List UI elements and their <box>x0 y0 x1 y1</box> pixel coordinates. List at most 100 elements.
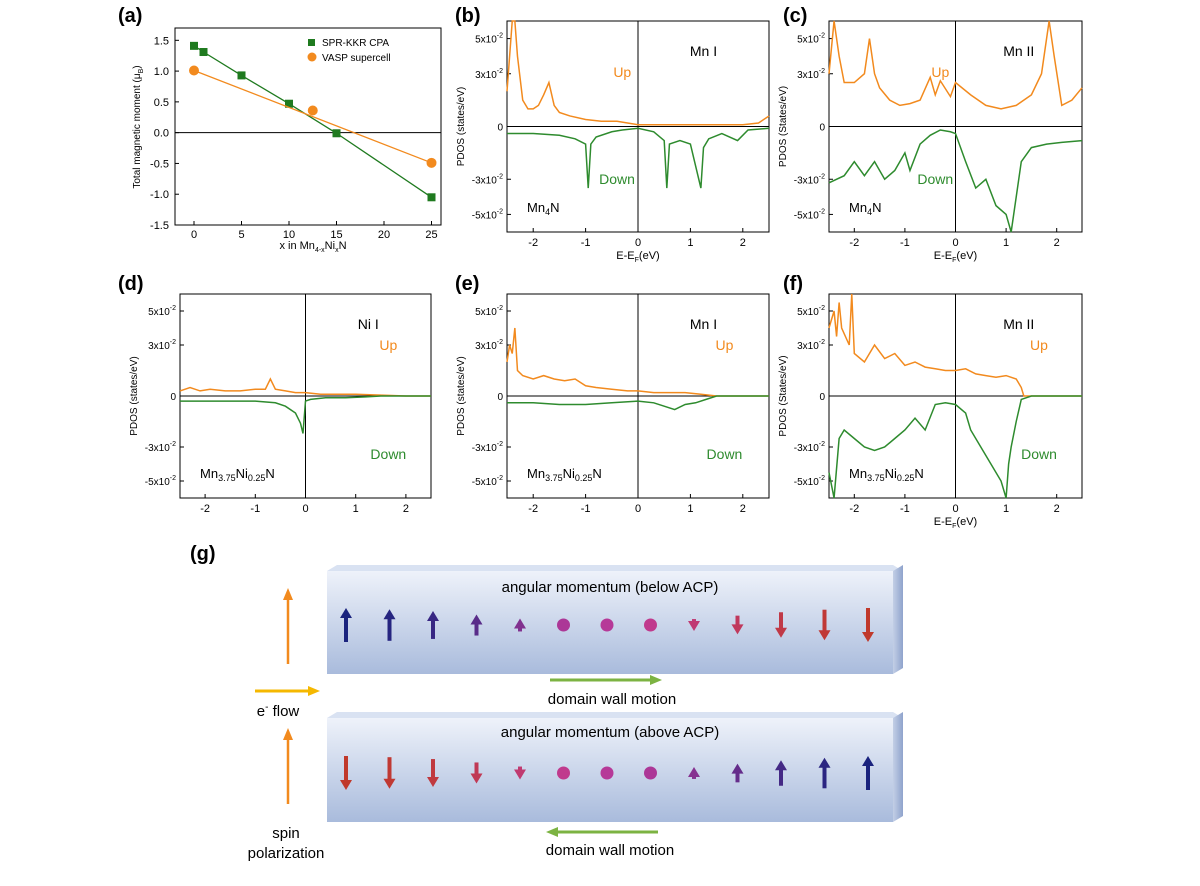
panel-b-xlabel: E-EF(eV) <box>616 250 659 264</box>
panel-f-ytick-label: 5x10-2 <box>797 305 825 318</box>
top-spin-arrow-head <box>340 608 352 618</box>
spin-pol-label-line2: polarization <box>248 845 325 862</box>
top-spin-arrow-head <box>775 627 787 638</box>
panel-a-chart: 0 5 10 15 20 25 -1.5 -1.0 -0.5 0.0 0.5 1.0 1.5 Total… <box>132 27 442 254</box>
panel-c-compound-label: Mn4N <box>849 200 881 217</box>
panel-a-xtick-label: 20 <box>378 229 390 241</box>
top-spin-arrow-head <box>514 618 526 629</box>
panel-d-up-curve <box>179 377 431 397</box>
legend-label-vasp: VASP supercell <box>322 53 391 64</box>
spin-pol-label-line1: spin <box>272 825 300 842</box>
panel-a-frame <box>174 27 442 226</box>
panel-c-site-label: Mn II <box>1003 43 1034 59</box>
panel-d-xtick-label: 0 <box>302 503 308 515</box>
panel-d-ytick-label: -3x10-2 <box>145 441 176 454</box>
panel-c-up-label: Up <box>931 64 949 80</box>
panel-b-ytick-label: -3x10-2 <box>472 173 503 186</box>
panel-f-compound-label: Mn3.75Ni0.25N <box>849 466 924 483</box>
panel-a-ticks: 0 5 10 15 20 25 -1.5 -1.0 -0.5 0.0 0.5 1.0 1.5 <box>150 35 441 241</box>
panel-a-ytick-label: -0.5 <box>150 158 169 170</box>
panel-a-point-vasp <box>426 157 437 168</box>
panel-f-xlabel: E-EF(eV) <box>934 516 977 530</box>
panel-e-down-curve <box>507 395 769 411</box>
panel-a-xtick-label: 25 <box>425 229 437 241</box>
bottom-spin-arrow-head <box>862 756 874 766</box>
panel-a-xtick-label: 5 <box>238 229 244 241</box>
top-spin-arrow-head <box>731 624 744 635</box>
panel-b-ytick-label: 0 <box>497 123 503 134</box>
slab-top-title: angular momentum (below ACP) <box>502 579 719 596</box>
panel-label-b: (b) <box>455 5 481 27</box>
panel-d-ylabel: PDOS (states/eV) <box>129 356 140 435</box>
panel-a-point-spr-kkr <box>237 71 246 80</box>
panel-f-site-label: Mn II <box>1003 316 1034 332</box>
panel-f-ytick-label: -3x10-2 <box>794 441 825 454</box>
panel-a-xtick-label: 15 <box>330 229 342 241</box>
panel-f-down-curve <box>828 395 1082 499</box>
panel-a-point-spr-kkr <box>427 193 436 202</box>
slab-top-side <box>893 565 903 674</box>
panel-d-xtick-label: -1 <box>250 503 260 515</box>
panel-a-ytick-label: -1.5 <box>150 220 169 232</box>
legend-label-spr-kkr: SPR-KKR CPA <box>322 38 389 49</box>
panel-c-xlabel: E-EF(eV) <box>934 250 977 264</box>
dw-motion-arrowhead-top <box>650 675 662 685</box>
spin-pol-arrowhead-bottom <box>283 728 293 740</box>
panel-c-ytick-label: -5x10-2 <box>794 208 825 221</box>
top-spin-arrow-dot <box>644 618 657 632</box>
panel-a-ylabel: Total magnetic moment (μB) <box>132 65 145 188</box>
panel-a-ytick-label: 0.5 <box>154 97 169 109</box>
panel-f-xtick-label: 2 <box>1054 503 1060 515</box>
panel-label-c: (c) <box>783 5 807 27</box>
panel-e-chart: -2 -1 0 1 2 5x10-2 3x10-2 0 -3x10-2 -5x10-2 PDOS (… <box>456 293 770 515</box>
panel-f-ylabel: PDOS (States/eV) <box>778 355 789 436</box>
panel-a-point-spr-kkr <box>332 129 341 138</box>
panel-d-ytick-label: -5x10-2 <box>145 475 176 488</box>
bottom-spin-arrow-head <box>775 760 787 771</box>
panel-label-d: (d) <box>118 273 144 295</box>
panel-b-up-label: Up <box>613 64 631 80</box>
panel-d-compound-label: Mn3.75Ni0.25N <box>200 466 275 483</box>
panel-f-down-label: Down <box>1021 446 1057 462</box>
panel-b-ytick-label: 3x10-2 <box>475 68 503 81</box>
bottom-spin-arrow-head <box>688 767 700 778</box>
panel-b-down-curve <box>507 127 770 189</box>
dw-motion-label-top: domain wall motion <box>548 691 676 708</box>
panel-c-xtick-label: 0 <box>952 237 958 249</box>
panel-b-down-label: Down <box>599 171 635 187</box>
e-flow-label: e- flow <box>257 702 300 720</box>
bottom-spin-arrow-dot <box>600 766 614 780</box>
panel-d-ytick-label: 0 <box>170 392 176 403</box>
panel-label-a: (a) <box>118 5 142 27</box>
top-spin-arrow-head <box>688 620 700 631</box>
panel-a-ytick-label: 0.0 <box>154 128 169 140</box>
panel-f-xtick-label: 1 <box>1003 503 1009 515</box>
panel-c-down-label: Down <box>917 171 953 187</box>
top-spin-arrow-head <box>470 614 483 625</box>
panel-f-ytick-label: -5x10-2 <box>794 475 825 488</box>
legend-marker-spr-kkr <box>308 39 315 46</box>
panel-d-site-label: Ni I <box>358 316 379 332</box>
panel-label-g: (g) <box>190 543 216 565</box>
panel-a-point-vasp <box>307 105 318 116</box>
panel-c-xtick-label: -1 <box>900 237 910 249</box>
panel-b-ylabel: PDOS (states/eV) <box>456 87 467 166</box>
panel-g-schematic: angular momentum (below ACP) angular mom… <box>248 565 903 862</box>
slab-bottom-side <box>893 712 903 822</box>
bottom-spin-arrow-head <box>470 773 483 784</box>
bottom-spin-arrow-head <box>340 780 352 790</box>
panel-c-xtick-label: 2 <box>1054 237 1060 249</box>
panel-a-ytick-label: 1.5 <box>154 35 169 47</box>
panel-d-xtick-label: -2 <box>200 503 210 515</box>
panel-c-ytick-label: -3x10-2 <box>794 173 825 186</box>
panel-b-site-label: Mn I <box>690 43 717 59</box>
panel-f-xtick-label: 0 <box>952 503 958 515</box>
panel-d-xtick-label: 1 <box>353 503 359 515</box>
panel-e-site-label: Mn I <box>690 316 717 332</box>
top-spin-arrow-dot <box>557 618 570 632</box>
panel-f-xtick-label: -2 <box>849 503 859 515</box>
e-flow-arrowhead <box>308 686 320 696</box>
panel-f-ytick-label: 3x10-2 <box>797 339 825 352</box>
panel-f-xtick-label: -1 <box>900 503 910 515</box>
